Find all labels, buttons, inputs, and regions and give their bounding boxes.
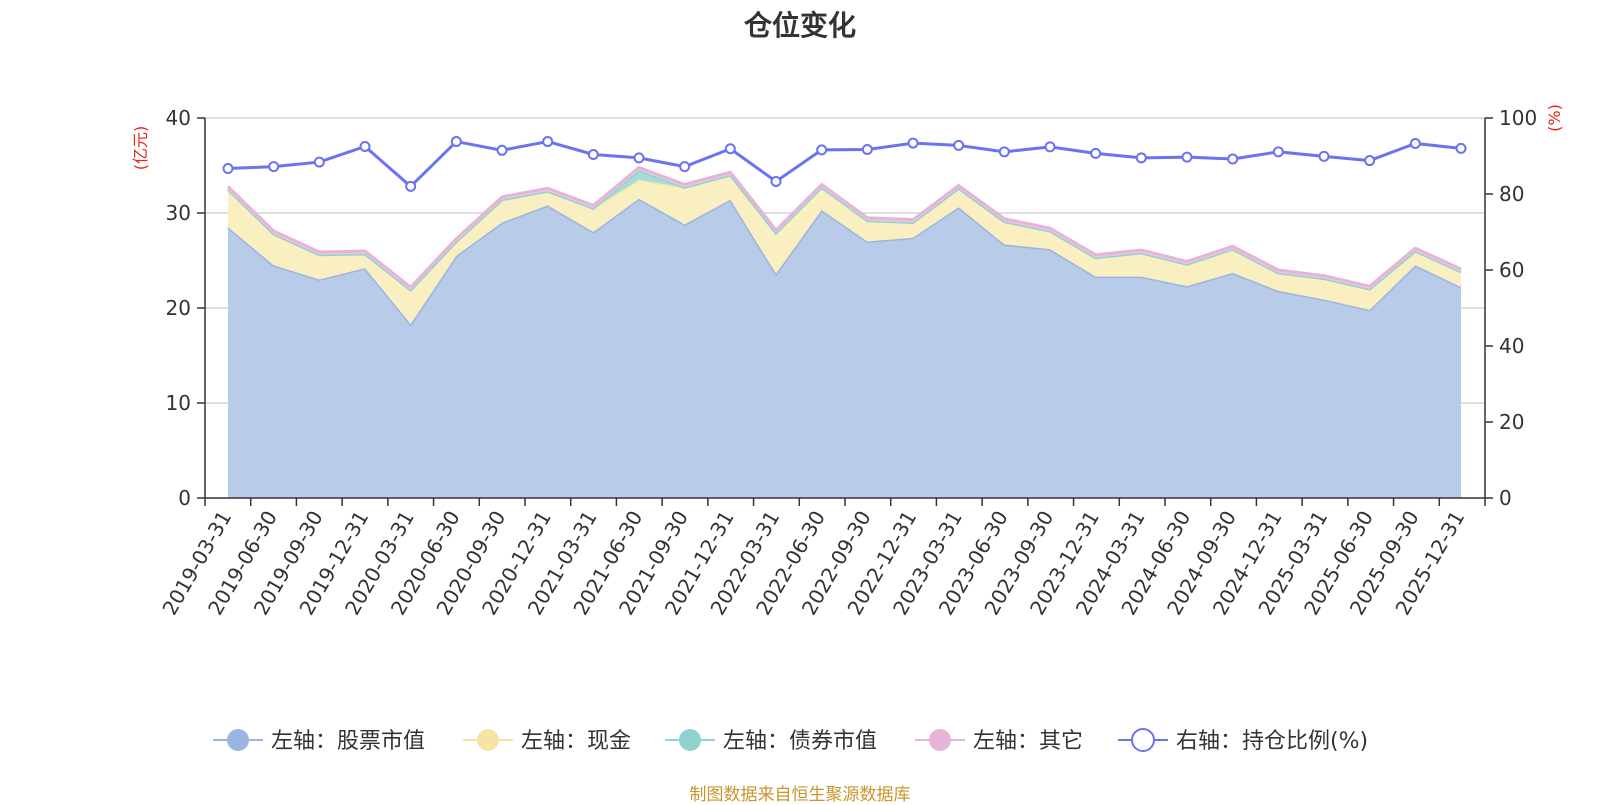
- legend-item: 左轴：其它: [915, 729, 1083, 754]
- ratio-line: [227, 139, 1462, 189]
- legend-marker: [477, 729, 499, 751]
- ratio-point: [816, 144, 828, 156]
- area-stock: [228, 198, 1461, 498]
- legend-item: 左轴：现金: [463, 729, 631, 754]
- chart-title: 仓位变化: [743, 9, 856, 42]
- legend: 左轴：股票市值 左轴：现金 左轴：债券市值 左轴：其它 右轴：持仓比例(%): [213, 728, 1368, 754]
- ratio-point: [1272, 146, 1284, 158]
- ratio-point: [313, 156, 325, 168]
- ratio-point: [861, 144, 873, 156]
- legend-label: 左轴：债券市值: [723, 729, 877, 754]
- legend-item: 左轴：债券市值: [665, 729, 877, 754]
- ratio-point: [405, 180, 417, 192]
- ratio-point: [268, 161, 280, 173]
- right-axis-tick-label: 80: [1499, 182, 1524, 206]
- ratio-point: [496, 144, 508, 156]
- left-axis-tick-label: 20: [166, 296, 191, 320]
- ratio-point: [1409, 137, 1421, 149]
- legend-label: 右轴：持仓比例(%): [1176, 729, 1368, 754]
- right-axis-tick-label: 20: [1499, 410, 1524, 434]
- line-other: [226, 165, 1462, 290]
- ratio-point: [1044, 141, 1056, 153]
- ratio-point: [1135, 152, 1147, 164]
- ratio-point: [633, 152, 645, 164]
- ratio-point: [1364, 155, 1376, 167]
- legend-marker: [1131, 728, 1155, 752]
- left-axis-tick-label: 30: [166, 201, 191, 225]
- legend-label: 左轴：现金: [521, 729, 631, 754]
- right-axis-tick-label: 60: [1499, 258, 1524, 282]
- right-axis-tick-label: 0: [1499, 486, 1512, 510]
- ratio-point: [907, 137, 919, 149]
- ratio-point: [587, 148, 599, 160]
- right-axis-unit-label: (%): [1545, 104, 1564, 132]
- ratio-point: [359, 141, 371, 152]
- ratio-point: [450, 136, 462, 148]
- right-axis-tick-label: 40: [1499, 334, 1524, 358]
- legend-label: 左轴：其它: [973, 729, 1083, 754]
- legend-item: 右轴：持仓比例(%): [1118, 728, 1368, 754]
- ratio-point: [542, 136, 554, 148]
- ratio-point: [724, 143, 736, 155]
- ratio-point: [679, 161, 691, 173]
- ratio-point: [1318, 150, 1330, 162]
- ratio-line-series: [222, 136, 1467, 192]
- legend-marker: [929, 729, 951, 751]
- ratio-point: [770, 175, 782, 187]
- left-axis-tick-label: 40: [166, 106, 191, 130]
- ratio-point: [1227, 153, 1239, 165]
- ratio-point: [998, 146, 1010, 158]
- legend-marker: [227, 729, 249, 751]
- legend-label: 左轴：股票市值: [271, 729, 425, 754]
- ratio-point: [1455, 142, 1467, 154]
- legend-marker: [679, 729, 701, 751]
- ratio-point: [222, 163, 234, 175]
- ratio-point: [1090, 147, 1102, 159]
- ratio-point: [953, 139, 965, 151]
- stacked-areas: [226, 165, 1462, 498]
- legend-item: 左轴：股票市值: [213, 729, 425, 754]
- left-axis-unit-label: (亿元): [131, 126, 150, 171]
- ratio-point: [1181, 151, 1193, 163]
- right-axis-tick-label: 100: [1499, 106, 1537, 130]
- left-axis-tick-label: 10: [166, 391, 191, 415]
- left-axis-tick-label: 0: [178, 486, 191, 510]
- source-note: 制图数据来自恒生聚源数据库: [689, 785, 911, 805]
